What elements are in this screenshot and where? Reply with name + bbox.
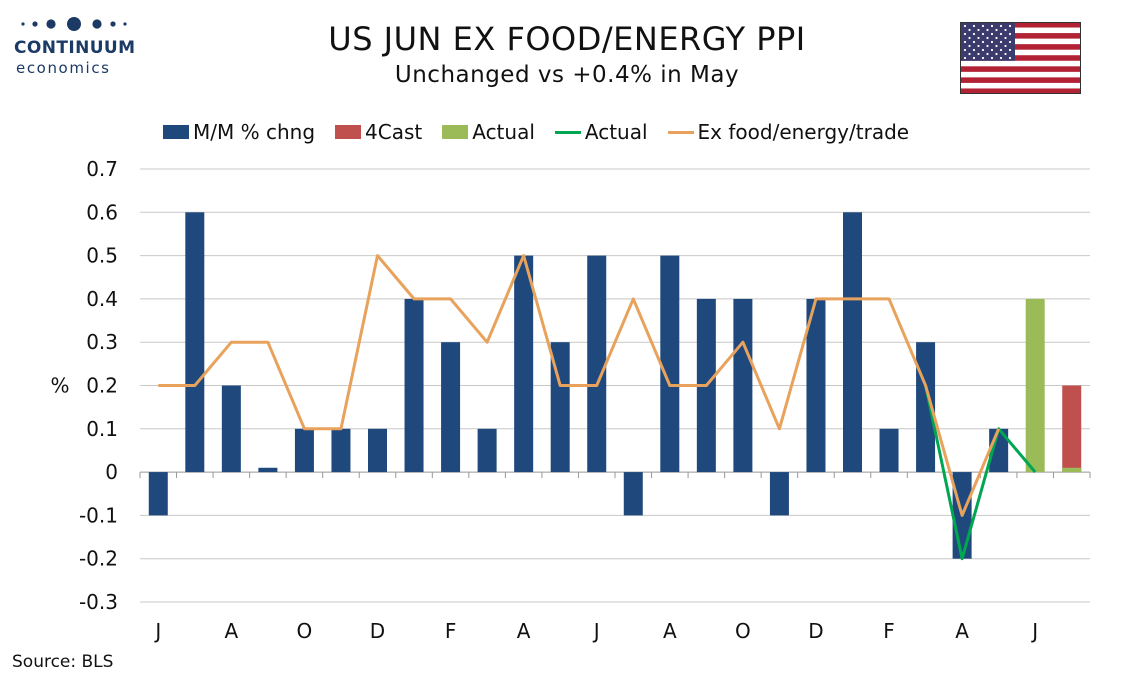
bar-m-m-chng (843, 212, 862, 472)
bar-m-m-chng (405, 299, 424, 472)
bar-m-m-chng (806, 299, 825, 472)
legend-swatch-mm-change (163, 125, 189, 139)
y-tick-label: 0 (105, 460, 118, 484)
legend-swatch-4cast (335, 125, 361, 139)
legend-item-4cast: 4Cast (335, 120, 422, 144)
y-tick-label: 0.7 (86, 157, 118, 181)
bar-m-m-chng (916, 342, 935, 472)
bar-m-m-chng (697, 299, 716, 472)
legend-swatch-actual-bar (442, 125, 468, 139)
bar-m-m-chng (770, 472, 789, 515)
line-ex-food-energy-trade-4 (158, 256, 998, 516)
y-tick-label: 0.3 (86, 330, 118, 354)
y-tick-label: -0.3 (79, 590, 118, 614)
x-tick-label: F (883, 619, 895, 643)
bar-m-m-chng (989, 429, 1008, 472)
bar-m-m-chng (551, 342, 570, 472)
legend-item-actual-bar: Actual (442, 120, 535, 144)
bar-m-m-chng (953, 472, 972, 559)
y-tick-label: 0.2 (86, 374, 118, 398)
bar-4cast (1062, 386, 1081, 473)
legend-label-actual-bar: Actual (472, 120, 535, 144)
x-tick-label: J (153, 619, 161, 643)
legend-label-mm-change: M/M % chng (193, 120, 315, 144)
bar-m-m-chng (478, 429, 497, 472)
legend-label-actual-line: Actual (585, 120, 648, 144)
bar-m-m-chng (733, 299, 752, 472)
legend-item-actual-line: Actual (555, 120, 648, 144)
y-tick-label: 0.6 (86, 200, 118, 224)
bar-actual (1026, 299, 1045, 472)
bar-m-m-chng (185, 212, 204, 472)
y-tick-label: 0.1 (86, 417, 118, 441)
bar-m-m-chng (331, 429, 350, 472)
source-note: Source: BLS (12, 652, 113, 672)
bar-m-m-chng (441, 342, 460, 472)
us-flag-icon (960, 22, 1081, 94)
bar-m-m-chng (660, 256, 679, 473)
x-tick-label: J (1030, 619, 1038, 643)
x-tick-label: F (445, 619, 457, 643)
bar-m-m-chng (514, 256, 533, 473)
y-tick-label: -0.1 (79, 503, 118, 527)
legend-swatch-ex-food-energy-trade (668, 131, 694, 134)
x-tick-label: A (955, 619, 969, 643)
bar-m-m-chng (880, 429, 899, 472)
bar-actual (1062, 468, 1081, 472)
bar-m-m-chng (222, 386, 241, 473)
x-tick-label: A (517, 619, 531, 643)
chart-plot: 0.7 0.6 0.5 0.4 0.3 0.2 0.1 0 -0.1 -0.2 -0.3% J A O D F… (0, 0, 1134, 680)
x-tick-label: A (225, 619, 239, 643)
bar-m-m-chng (368, 429, 387, 472)
chart-legend: M/M % chng 4Cast Actual Actual Ex food/e… (163, 118, 929, 146)
y-tick-label: 0.4 (86, 287, 118, 311)
x-tick-label: A (663, 619, 677, 643)
y-tick-label: -0.2 (79, 547, 118, 571)
x-tick-label: O (735, 619, 751, 643)
x-tick-label: O (297, 619, 313, 643)
legend-label-4cast: 4Cast (365, 120, 422, 144)
bar-m-m-chng (624, 472, 643, 515)
x-tick-label: D (370, 619, 385, 643)
legend-item-mm-change: M/M % chng (163, 120, 315, 144)
bar-m-m-chng (149, 472, 168, 515)
bar-m-m-chng (258, 468, 277, 472)
legend-item-ex-food-energy-trade: Ex food/energy/trade (668, 120, 910, 144)
line-actual-3 (926, 386, 1036, 559)
x-tick-label: J (592, 619, 600, 643)
x-tick-label: D (808, 619, 823, 643)
bar-m-m-chng (295, 429, 314, 472)
legend-label-ex-food-energy-trade: Ex food/energy/trade (698, 120, 910, 144)
y-axis-label: % (50, 374, 69, 398)
y-tick-label: 0.5 (86, 244, 118, 268)
legend-swatch-actual-line (555, 131, 581, 134)
bar-m-m-chng (587, 256, 606, 473)
